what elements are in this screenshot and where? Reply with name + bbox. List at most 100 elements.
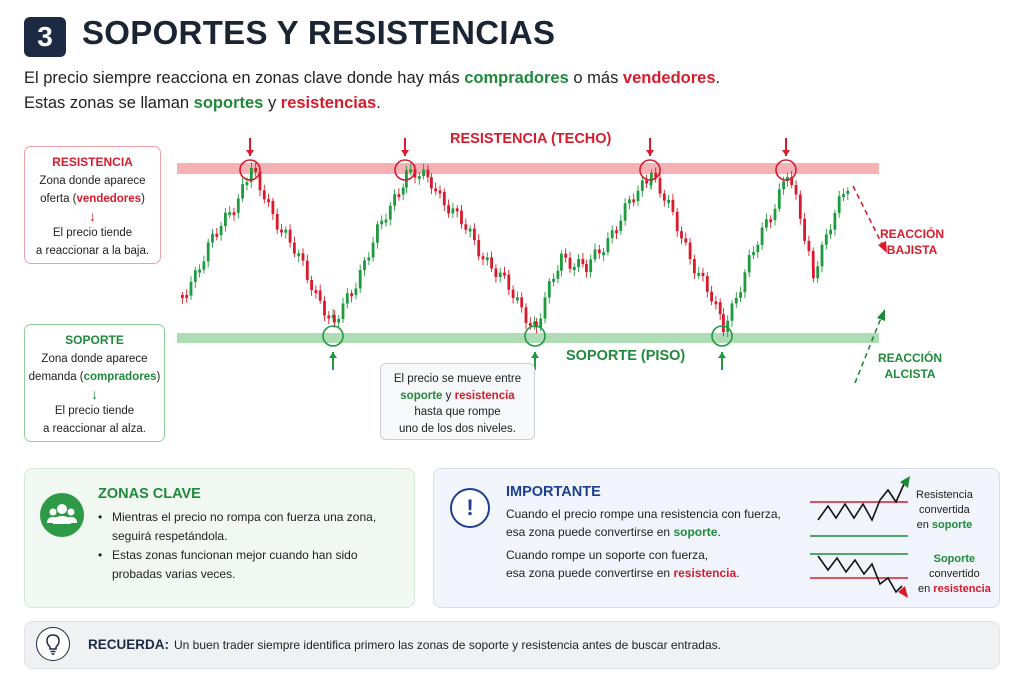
candle-body — [358, 270, 362, 289]
candle-body — [628, 199, 631, 204]
important-line: Cuando rompe un soporte con fuerza, — [506, 548, 709, 562]
candle-body — [786, 176, 789, 182]
candle-body — [533, 321, 536, 325]
intro-text-part: Estas zonas se llaman — [24, 94, 194, 112]
resistance-zone-label: RESISTENCIA (TECHO) — [450, 131, 612, 147]
candle-body — [645, 180, 648, 184]
intro-text-part: . — [376, 94, 381, 112]
candle-body — [589, 259, 593, 273]
candle-body — [650, 172, 653, 183]
candle-body — [507, 274, 511, 290]
candle-body — [481, 256, 485, 260]
callout-line: El precio se mueve entre — [393, 373, 522, 385]
candle-body — [401, 187, 405, 195]
candle-body — [181, 295, 184, 298]
candle-body — [376, 224, 379, 243]
resistance-box-heading: RESISTENCIA — [52, 155, 133, 169]
candle-body — [547, 281, 551, 298]
resistance-highlight: resistencia — [673, 565, 737, 580]
down-arrow-icon-head — [646, 150, 654, 156]
candle-body — [310, 279, 313, 291]
touch-markers — [239, 138, 797, 370]
candle-body — [245, 182, 249, 186]
candle-body — [280, 229, 283, 233]
mini-label-line: convertido — [929, 568, 980, 580]
candle-body — [528, 323, 532, 327]
candle-body — [284, 229, 288, 233]
bullish-reaction-arrowhead — [877, 309, 885, 321]
candle-body — [224, 212, 227, 227]
candle-body — [498, 272, 502, 277]
mini-label-line: Resistencia — [916, 489, 973, 501]
mini-label-line: en resistencia — [918, 582, 991, 597]
callout-line: uno de los dos niveles. — [399, 422, 516, 435]
candle-body — [447, 205, 450, 214]
candle-body — [337, 318, 341, 323]
candle-body — [752, 252, 755, 256]
text-part: oferta ( — [40, 193, 77, 205]
candle-body — [524, 307, 528, 324]
key-zones-title: ZONAS CLAVE — [98, 486, 201, 502]
candle-body — [811, 250, 815, 268]
candle-body — [318, 290, 322, 301]
text-part: . — [736, 565, 740, 580]
candle-body — [760, 227, 764, 245]
important-line: esa zona puede convertirse en resistenci… — [506, 565, 781, 583]
candle-body — [323, 300, 326, 316]
candle-body — [301, 253, 305, 261]
resistance-highlight: resistencia — [933, 583, 991, 595]
support-box-line: demanda (compradores) — [25, 368, 164, 386]
down-arrow-icon-head — [401, 150, 409, 156]
candle-body — [602, 252, 605, 256]
down-arrow-icon-head — [782, 150, 790, 156]
bearish-reaction-arrowhead — [878, 241, 887, 253]
candle-body — [568, 257, 572, 269]
resistance-highlight: resistencia — [454, 389, 515, 402]
bullish-reaction-line — [854, 317, 882, 384]
supports-highlight: soportes — [193, 94, 264, 112]
candle-body — [228, 212, 232, 216]
candle-body — [671, 199, 675, 212]
callout-line: hasta que rompe — [414, 406, 501, 418]
candle-body — [250, 168, 253, 176]
candle-body — [846, 190, 850, 195]
candle-body — [564, 253, 568, 258]
candle-body — [460, 210, 463, 225]
candle-body — [297, 253, 301, 257]
candle-body — [258, 171, 262, 191]
candle-body — [803, 218, 806, 241]
candle-body — [422, 169, 425, 177]
candle-body — [619, 220, 623, 231]
touch-circle — [239, 159, 261, 181]
candle-body — [829, 229, 832, 235]
mini-label-line: convertida — [919, 504, 970, 516]
candle-body — [236, 198, 240, 213]
candle-body — [393, 194, 396, 206]
candlesticks — [181, 162, 850, 337]
candle-body — [275, 213, 279, 230]
important-line: Cuando el precio rompe una resistencia c… — [506, 507, 781, 521]
support-box-line: El precio tiende — [54, 405, 135, 417]
reminder-bar — [24, 621, 1000, 669]
support-highlight: soporte — [931, 519, 973, 531]
candle-body — [345, 293, 349, 304]
candle-body — [485, 257, 489, 261]
intro-text-part: y — [263, 94, 281, 112]
resistances-highlight: resistencias — [280, 94, 377, 112]
touch-circle — [639, 159, 661, 181]
candle-body — [367, 257, 371, 261]
candle-body — [417, 176, 421, 180]
mini-down-arrowhead — [898, 586, 908, 598]
candle-body — [773, 208, 777, 221]
mini-price-path-up — [817, 483, 905, 522]
reaction-label-line: ALCISTA — [884, 367, 936, 381]
list-item-text: seguirá respetándola. — [112, 529, 228, 543]
candle-body — [769, 219, 773, 223]
candle-body — [560, 253, 563, 271]
candle-body — [701, 272, 705, 277]
candle-body — [718, 302, 722, 315]
intro-line-2: Estas zonas se llaman soportes y resiste… — [24, 91, 720, 116]
touch-circle — [711, 325, 733, 347]
support-highlight: soporte — [673, 524, 718, 539]
